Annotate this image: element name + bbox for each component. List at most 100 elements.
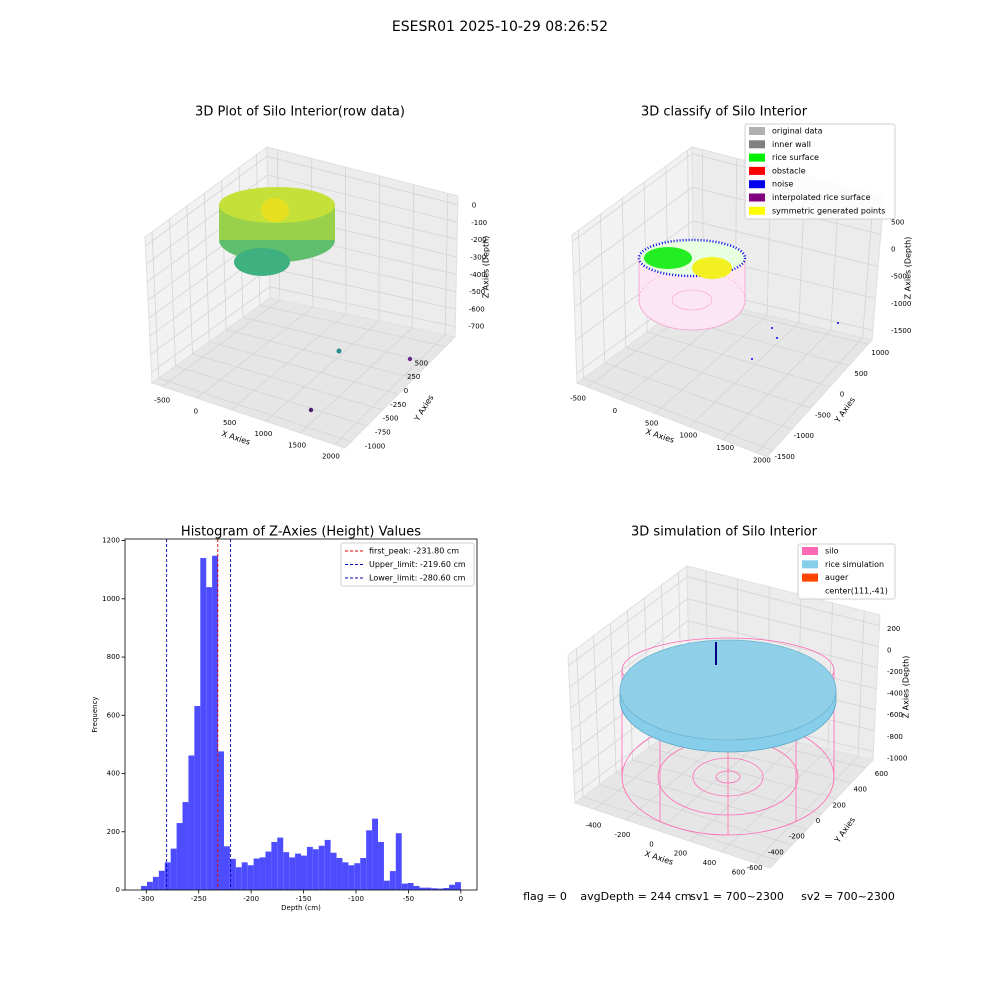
legend-label: noise	[772, 180, 793, 189]
chart-layer: -5000500100015002000-1000-750-500-250025…	[91, 105, 913, 913]
bar	[342, 862, 349, 890]
bar	[383, 880, 390, 890]
grid-line	[151, 286, 456, 373]
z-tick-label: -400	[470, 271, 486, 279]
legend-label: first_peak: -231.80 cm	[369, 547, 459, 556]
z-tick-label: -300	[470, 253, 486, 261]
grid-line	[574, 220, 879, 308]
z-tick-label: -800	[887, 733, 903, 741]
legend-patch	[802, 560, 818, 569]
legend-label: interpolated rice surface	[772, 193, 870, 202]
x-tick-label: 0	[459, 895, 463, 903]
x-tick-label: -300	[138, 895, 154, 903]
grid-line	[610, 623, 807, 830]
bar	[218, 751, 224, 890]
status-flag: flag = 0	[523, 890, 567, 903]
y-tick-label: -500	[383, 415, 399, 423]
axis-label: Y Axies	[832, 396, 857, 426]
z-tick-label: -500	[891, 273, 907, 281]
chart-title: 3D Plot of Silo Interior(row data)	[195, 105, 405, 120]
grid-line	[231, 167, 347, 411]
point-cloud-classified	[637, 238, 839, 360]
bar	[271, 841, 278, 890]
y-tick-label: -500	[815, 411, 831, 419]
grid-line	[145, 155, 458, 247]
legend-label: obstacle	[772, 166, 806, 175]
bar	[389, 871, 396, 890]
noise	[837, 322, 839, 324]
bar	[372, 818, 379, 890]
legend-label: symmetric generated points	[772, 206, 885, 215]
x-tick-label: -250	[191, 895, 207, 903]
grid-line	[568, 576, 880, 667]
bar	[443, 887, 450, 890]
x-tick-label: 0	[194, 408, 198, 416]
bar	[401, 883, 408, 890]
grid-line	[688, 175, 806, 427]
y-tick-label: 500	[415, 359, 428, 367]
grid-line	[721, 602, 833, 853]
y-tick-label: 600	[107, 711, 120, 719]
bar	[306, 846, 313, 890]
outlier	[336, 348, 342, 354]
bar	[395, 833, 402, 890]
wall-mesh	[638, 269, 746, 331]
y-tick-label: -750	[375, 429, 391, 437]
axis-label: X Axies	[221, 429, 252, 447]
bar	[265, 851, 272, 890]
bar	[241, 862, 248, 890]
y-tick-label: -1000	[794, 432, 814, 440]
z-tick-label: -600	[469, 305, 485, 313]
cloud-blob	[234, 248, 290, 276]
legend-label: center(111,-41)	[825, 586, 888, 595]
legend-patch	[802, 573, 818, 582]
bar	[212, 555, 219, 890]
bar	[229, 858, 236, 890]
bar	[146, 881, 153, 890]
z-tick-label: -1500	[891, 327, 911, 335]
point-cloud-raw	[219, 187, 413, 413]
bar	[194, 705, 201, 890]
legend-patch	[749, 206, 765, 215]
status-sv1: sv1 = 700~2300	[690, 890, 784, 903]
axis-label: Y Axies	[412, 393, 436, 423]
x-tick-label: 500	[645, 419, 658, 427]
grid-line	[169, 218, 368, 427]
grid-line	[689, 594, 802, 842]
grid-line	[203, 193, 399, 395]
legend-label: auger	[825, 573, 849, 582]
grid-line	[722, 184, 840, 441]
legend-label: Upper_limit: -219.60 cm	[369, 560, 466, 569]
bar	[206, 587, 213, 890]
legend-label: rice simulation	[825, 560, 884, 569]
legend-box	[797, 543, 896, 600]
x-tick-label: 1000	[679, 432, 697, 440]
axis-label: Z Axies (Depth)	[904, 237, 913, 300]
y-tick-label: -250	[390, 401, 406, 409]
bar	[164, 862, 171, 890]
x-tick-label: -200	[243, 895, 259, 903]
bar	[330, 852, 337, 890]
bar	[378, 841, 384, 890]
bar	[188, 755, 195, 890]
bar	[295, 853, 301, 890]
outlier	[407, 356, 413, 362]
z-tick-label: -400	[887, 690, 903, 698]
grid-line	[186, 206, 383, 411]
grid-line	[265, 175, 380, 422]
noise	[776, 337, 778, 339]
legend-label: inner wall	[772, 140, 811, 149]
legend-patch	[749, 180, 765, 189]
bar	[289, 857, 296, 890]
legend-patch	[749, 140, 765, 149]
y-tick-label: 1000	[871, 349, 889, 357]
cloud-blob	[261, 198, 289, 222]
z-tick-label: 0	[472, 202, 476, 210]
bar	[259, 857, 266, 890]
bar	[277, 837, 284, 890]
grid-line	[570, 620, 878, 709]
z-tick-label: 200	[887, 625, 900, 633]
bar	[324, 839, 331, 890]
z-tick-label: -200	[471, 236, 487, 244]
legend-patch	[749, 153, 765, 162]
